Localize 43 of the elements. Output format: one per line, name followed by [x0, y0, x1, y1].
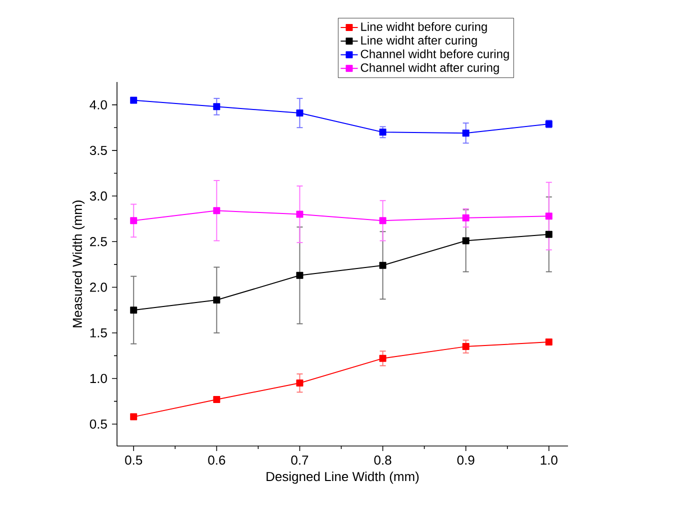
y-tick-label: 1.5 — [90, 328, 107, 338]
point — [296, 380, 304, 387]
legend-label: Channel widht before curing — [360, 49, 509, 61]
y-tick-label: 2.0 — [90, 282, 107, 292]
point — [379, 262, 386, 269]
point — [296, 272, 304, 279]
point — [130, 413, 138, 420]
point — [130, 217, 138, 224]
point — [379, 128, 386, 136]
legend-label: Channel widht after curing — [360, 63, 499, 74]
y-axis-title: Measured Width (mm) — [72, 200, 85, 328]
legend-label: Line widht before curing — [361, 22, 487, 34]
y-tick-label: 3.5 — [90, 146, 107, 156]
x-tick-label: 1.0 — [540, 456, 558, 465]
point — [462, 214, 470, 222]
point — [379, 217, 386, 224]
point — [213, 296, 220, 304]
point — [130, 306, 138, 314]
point — [462, 343, 470, 350]
y-tick-label: 2.5 — [90, 237, 107, 246]
x-axis-title: Designed Line Width (mm) — [266, 472, 419, 484]
point — [545, 338, 552, 346]
point — [296, 210, 304, 218]
point — [545, 230, 552, 238]
point — [545, 212, 552, 220]
point — [379, 354, 386, 362]
point — [213, 103, 220, 110]
point — [130, 96, 138, 104]
point — [213, 207, 220, 214]
x-tick-label: 0.9 — [457, 456, 474, 465]
point — [462, 237, 470, 244]
y-tick-label: 1.0 — [90, 374, 107, 384]
x-tick-label: 0.5 — [125, 456, 142, 465]
y-tick-label: 3.0 — [90, 191, 107, 201]
y-tick-label: 4.0 — [90, 100, 107, 110]
legend-label: Line widht after curing — [361, 36, 477, 47]
y-tick-label: 0.5 — [90, 420, 107, 429]
point — [296, 110, 304, 117]
x-tick-label: 0.6 — [208, 456, 226, 465]
point — [462, 130, 470, 137]
point — [213, 396, 220, 403]
x-tick-label: 0.7 — [291, 456, 308, 465]
x-tick-label: 0.8 — [374, 456, 392, 465]
